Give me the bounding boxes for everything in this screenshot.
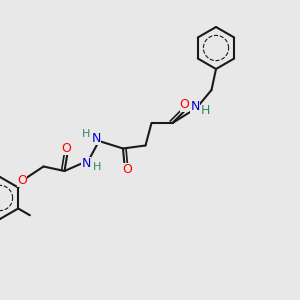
Text: O: O [17, 174, 27, 188]
Text: H: H [201, 104, 210, 118]
Text: H: H [93, 162, 101, 172]
Text: H: H [82, 129, 91, 140]
Text: O: O [123, 163, 132, 176]
Text: O: O [61, 142, 71, 155]
Text: N: N [190, 100, 200, 113]
Text: N: N [92, 132, 101, 145]
Text: N: N [81, 157, 91, 170]
Text: O: O [180, 98, 189, 112]
